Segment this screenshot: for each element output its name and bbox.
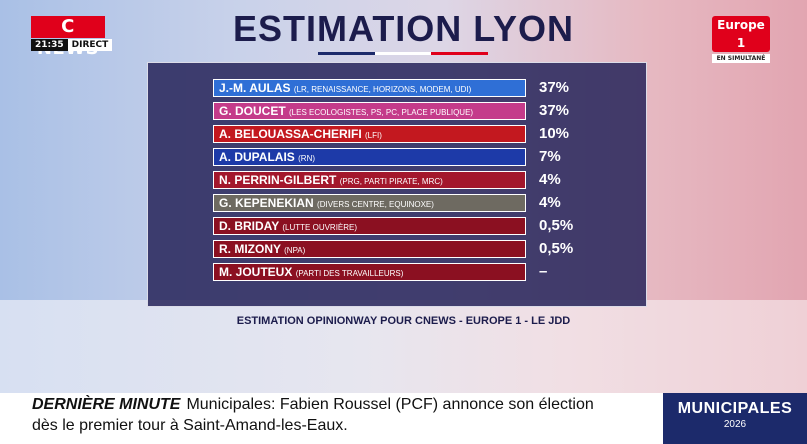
simulcast-label: EN SIMULTANÉ (712, 54, 770, 63)
candidate-percentage: 37% (539, 79, 570, 96)
clock-box: 21:35 DIRECT (31, 39, 113, 51)
europe1-logo: Europe 1 EN SIMULTANÉ (712, 16, 770, 63)
candidate-row: D. BRIDAY (LUTTE OUVRIÈRE) (213, 217, 526, 235)
candidate-row: R. MIZONY (NPA) (213, 240, 526, 258)
source-caption: ESTIMATION OPINIONWAY POUR CNEWS - EUROP… (236, 315, 571, 327)
ticker-label: DERNIÈRE MINUTE (32, 396, 181, 413)
background-lower (0, 300, 807, 393)
candidate-row: G. DOUCET (LES ECOLOGISTES, PS, PC, PLAC… (213, 102, 526, 120)
page-title: ESTIMATION LYON (232, 8, 575, 49)
candidate-name: D. BRIDAY (219, 219, 280, 233)
candidate-percentage: 4% (539, 194, 561, 211)
municipales-badge: MUNICIPALES 2026 (663, 393, 807, 444)
ticker-line-1: DERNIÈRE MINUTE Municipales: Fabien Rouss… (32, 396, 594, 414)
candidate-party: (NPA) (284, 246, 306, 255)
candidate-party: (DIVERS CENTRE, EQUINOXE) (317, 200, 434, 209)
underline-red (431, 52, 489, 55)
clock-time: 21:35 (31, 39, 68, 51)
candidate-row: A. BELOUASSA-CHERIFI (LFI) (213, 125, 526, 143)
candidate-percentage: 37% (539, 102, 570, 119)
candidate-name: A. BELOUASSA-CHERIFI (219, 127, 362, 141)
candidate-percentage: – (539, 263, 548, 280)
candidate-name: G. KEPENEKIAN (219, 196, 314, 210)
title-underline (318, 52, 489, 55)
candidate-percentage: 4% (539, 171, 561, 188)
candidate-percentage: 0,5% (539, 217, 574, 234)
underline-white (374, 52, 432, 55)
candidate-row: N. PERRIN-GILBERT (PRG, PARTI PIRATE, MR… (213, 171, 526, 189)
live-label: DIRECT (67, 39, 113, 51)
candidate-name: A. DUPALAIS (219, 150, 295, 164)
candidate-percentage: 0,5% (539, 240, 574, 257)
candidate-row: A. DUPALAIS (RN) (213, 148, 526, 166)
ticker-line-2: dès le premier tour à Saint-Amand-les-Ea… (32, 417, 348, 434)
candidate-name: G. DOUCET (219, 104, 286, 118)
candidate-name: M. JOUTEUX (219, 265, 293, 279)
candidate-percentage: 10% (539, 125, 570, 142)
badge-title: MUNICIPALES (677, 400, 793, 417)
candidate-party: (RN) (298, 154, 316, 163)
underline-blue (318, 52, 375, 55)
candidate-row: G. KEPENEKIAN (DIVERS CENTRE, EQUINOXE) (213, 194, 526, 212)
candidate-party: (PRG, PARTI PIRATE, MRC) (339, 177, 443, 186)
candidate-party: (LFI) (365, 131, 382, 140)
badge-year: 2026 (723, 419, 747, 430)
candidate-name: J.-M. AULAS (219, 81, 291, 95)
candidate-percentage: 7% (539, 148, 561, 165)
candidate-party: (LUTTE OUVRIÈRE) (282, 223, 358, 232)
candidate-party: (PARTI DES TRAVAILLEURS) (295, 269, 404, 278)
ticker-text-1: Municipales: Fabien Roussel (PCF) annonc… (186, 396, 594, 413)
candidate-party: (LR, RENAISSANCE, HORIZONS, MODEM, UDI) (293, 85, 472, 94)
europe1-wordmark: Europe 1 (712, 16, 770, 52)
candidate-name: N. PERRIN-GILBERT (219, 173, 337, 187)
candidate-name: R. MIZONY (219, 242, 281, 256)
candidate-party: (LES ECOLOGISTES, PS, PC, PLACE PUBLIQUE… (289, 108, 474, 117)
candidate-row: M. JOUTEUX (PARTI DES TRAVAILLEURS) (213, 263, 526, 281)
candidate-row: J.-M. AULAS (LR, RENAISSANCE, HORIZONS, … (213, 79, 526, 97)
